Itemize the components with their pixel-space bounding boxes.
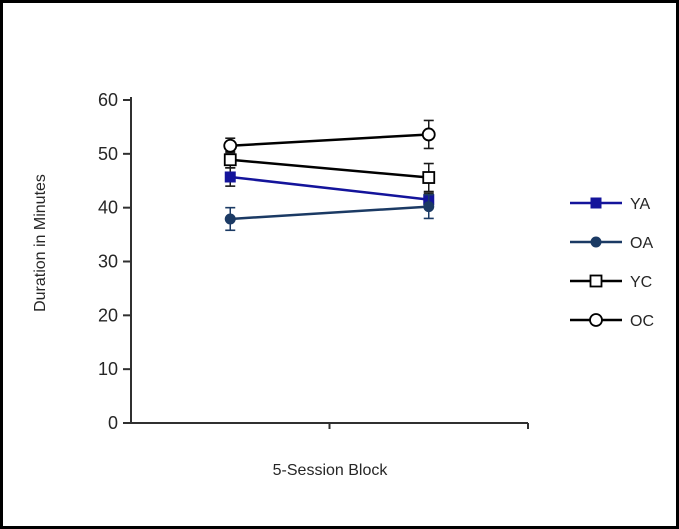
series-line-OA — [230, 205, 429, 221]
y-tick-label: 10 — [98, 359, 118, 379]
legend-marker-OA — [590, 236, 602, 248]
legend-marker-YC — [589, 274, 603, 288]
marker-YA — [224, 171, 236, 183]
series-line-YC — [230, 158, 429, 179]
y-tick-label: 20 — [98, 305, 118, 325]
y-tick-label: 60 — [98, 90, 118, 110]
y-axis-title: Duration in Minutes — [32, 174, 49, 312]
marker-OA — [423, 201, 435, 213]
marker-OC — [421, 127, 436, 142]
marker-OC — [223, 138, 238, 153]
marker-YC — [422, 171, 436, 184]
x-axis-title: 5-Session Block — [273, 462, 389, 479]
series-line-YA — [230, 175, 429, 201]
series-line-OC — [230, 133, 429, 148]
y-tick-label: 50 — [98, 144, 118, 164]
legend-label-OA: OA — [630, 235, 653, 252]
y-tick-label: 40 — [98, 198, 118, 218]
y-tick-label: 0 — [108, 413, 118, 433]
marker-YC — [223, 153, 237, 167]
line-chart: 0 10 20 30 40 50 60 YA OA YC OC Duration in Minute… — [32, 90, 654, 479]
y-tick-label: 30 — [98, 252, 118, 272]
marker-OA — [224, 213, 236, 225]
legend-label-YC: YC — [630, 274, 652, 291]
legend-marker-OC — [589, 313, 603, 327]
legend-label-OC: OC — [630, 313, 654, 330]
legend-marker-YA — [590, 197, 602, 209]
legend-label-YA: YA — [630, 196, 650, 213]
